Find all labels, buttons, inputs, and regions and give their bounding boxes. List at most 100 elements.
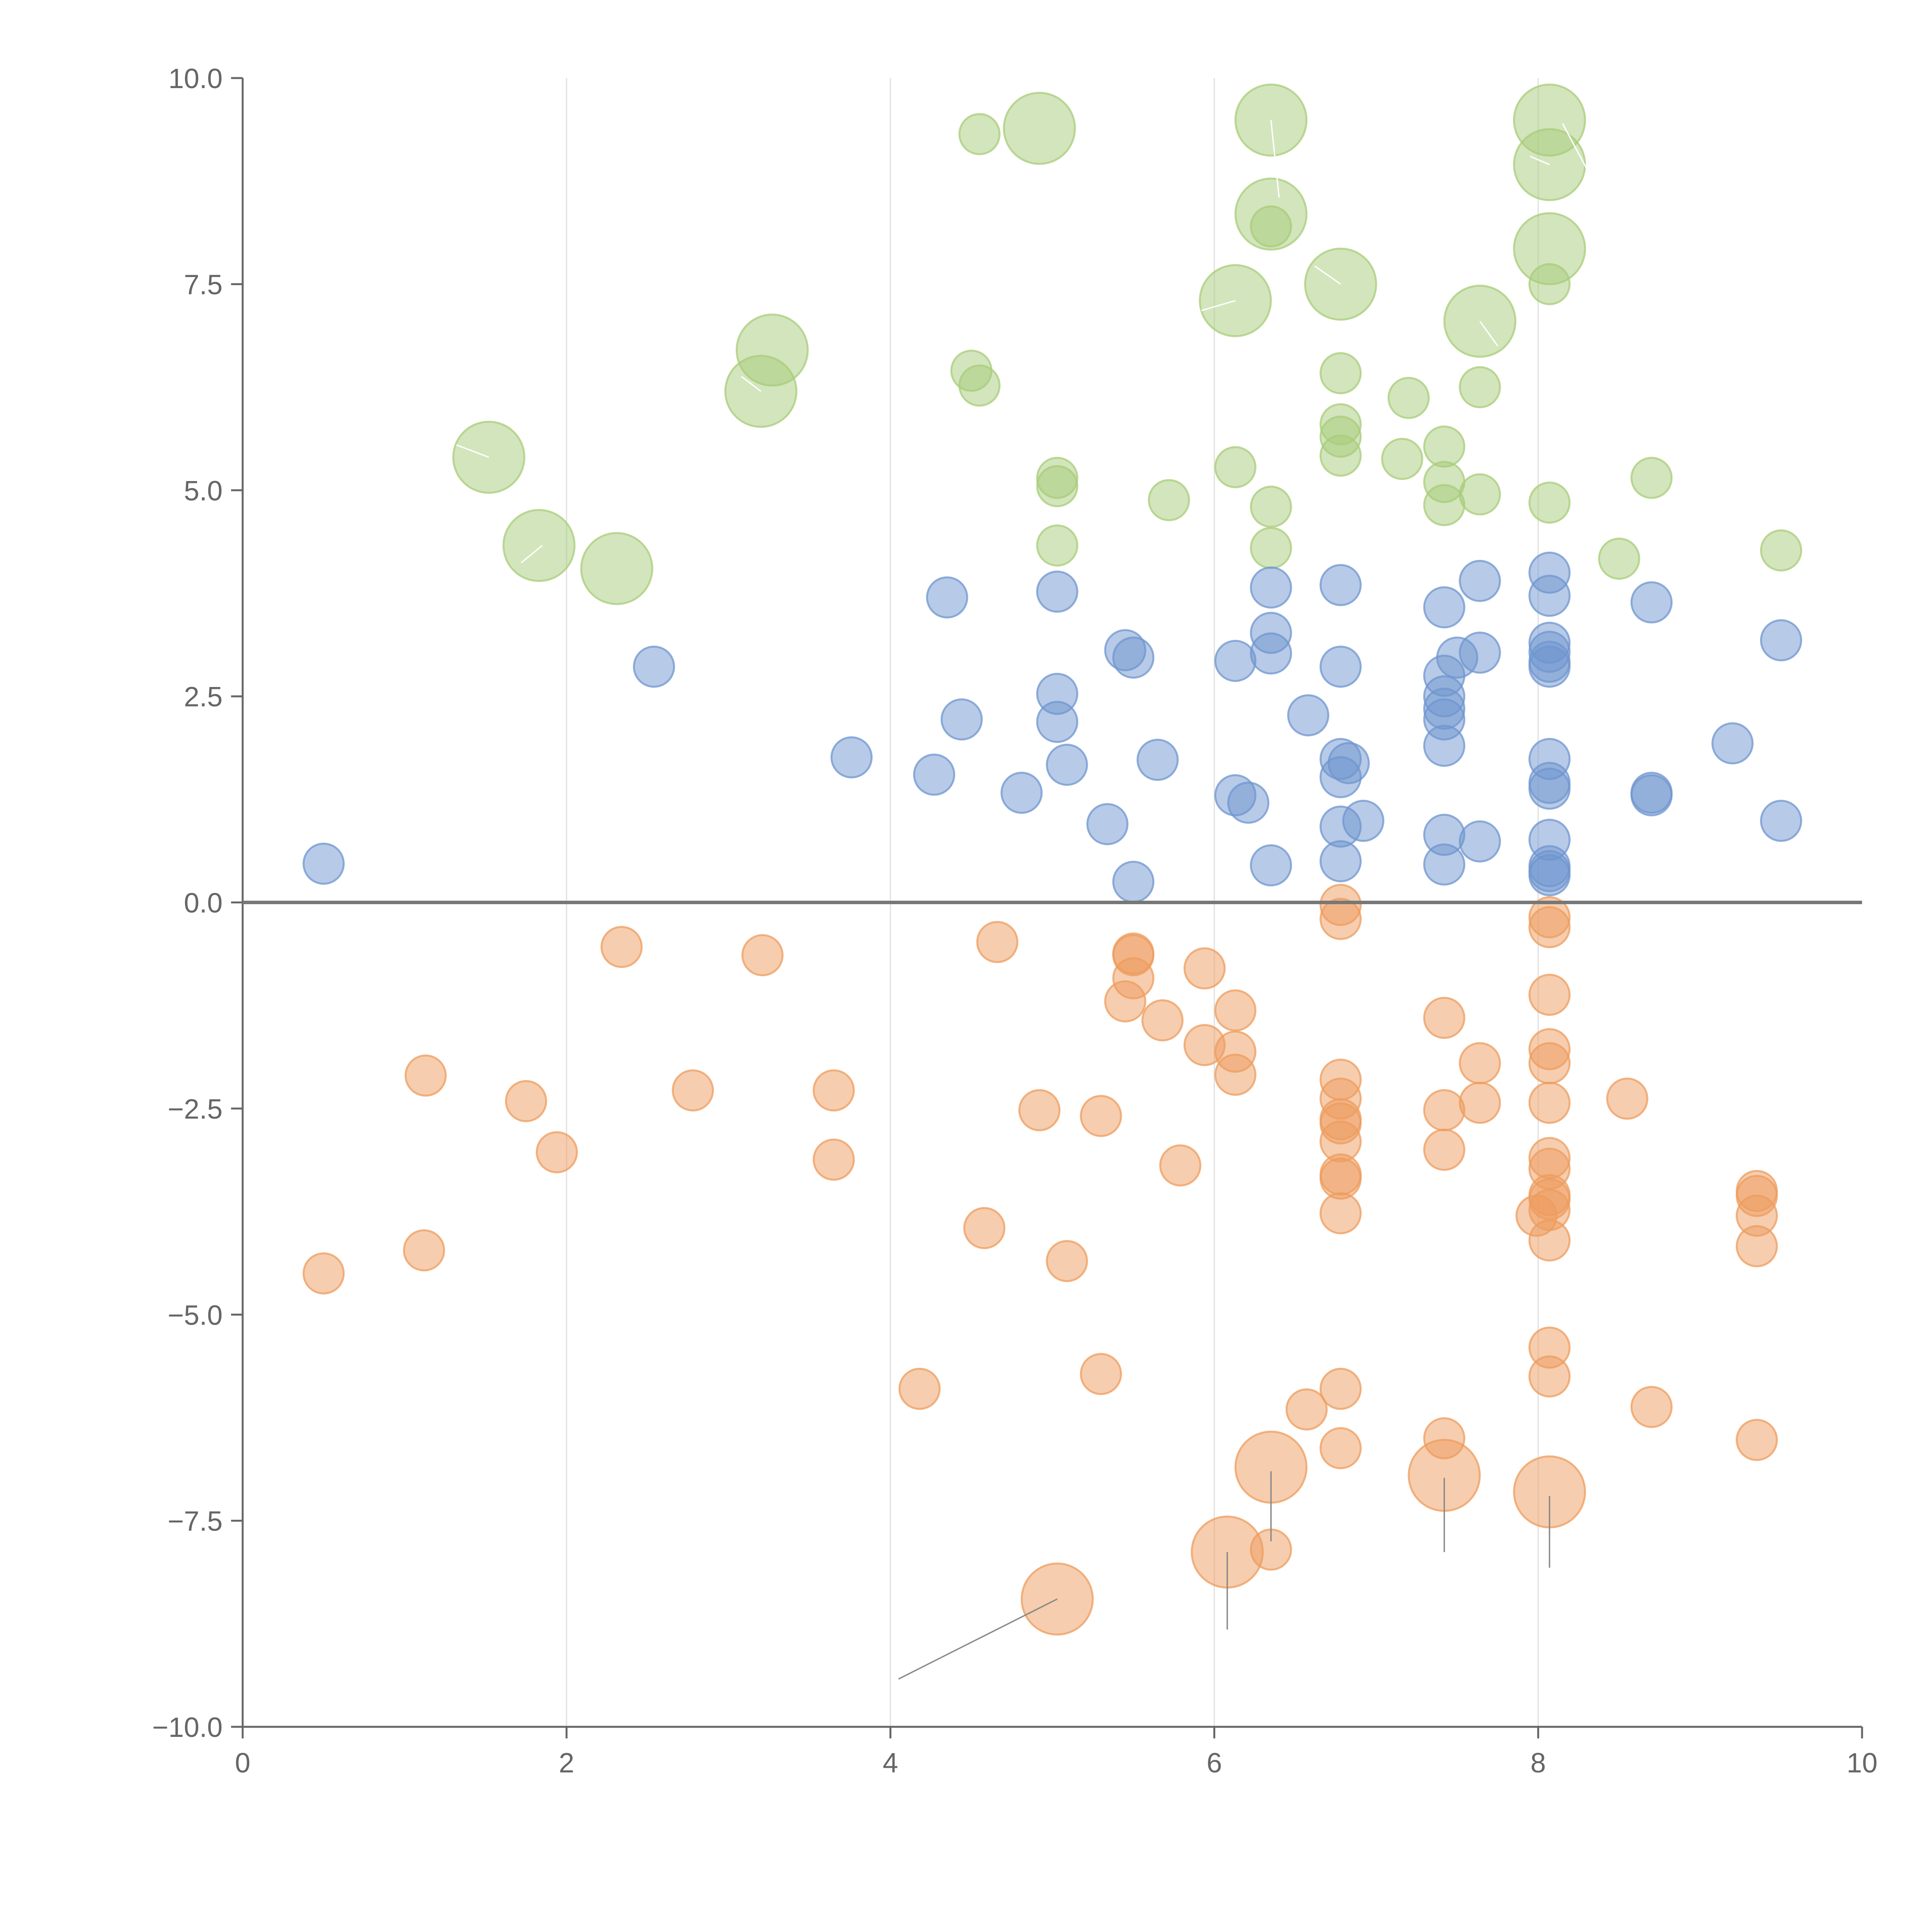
orange-bubble — [1606, 1077, 1648, 1120]
y-tick-label: 10.0 — [168, 63, 223, 94]
axes-layer: 10.0 7.5 5.0 2.5 0.0 −2.5 −5.0 −7.5 −10.0 0 2 4 6 8 10 — [152, 63, 1878, 1779]
y-tick-label: 7.5 — [184, 269, 223, 300]
orange-bubble — [1528, 1355, 1571, 1398]
blue-bubble — [830, 736, 873, 779]
orange-bubble — [672, 1069, 714, 1112]
blue-bubble — [1287, 694, 1330, 736]
blue-bubble — [1528, 645, 1571, 688]
x-tick-label: 6 — [1207, 1748, 1222, 1779]
orange-bubble — [1528, 906, 1571, 949]
green-bubble — [1630, 457, 1673, 499]
blue-bubble — [1319, 840, 1362, 883]
orange-bubble — [1459, 1042, 1501, 1085]
orange-bubble — [813, 1138, 855, 1181]
x-tick-label: 2 — [559, 1748, 574, 1779]
blue-bubble — [1423, 843, 1466, 886]
green-bubble — [1319, 352, 1362, 395]
orange-bubble — [898, 1367, 941, 1410]
orange-bubble — [1018, 1089, 1061, 1131]
blue-bubble — [1112, 636, 1155, 679]
y-tick-label: 2.5 — [184, 682, 223, 713]
blue-bubble — [1036, 570, 1078, 613]
bubble-layer — [303, 83, 1802, 1636]
blue-bubble — [1250, 632, 1292, 675]
green-bubble — [1036, 465, 1078, 507]
callout-leader-line — [520, 545, 543, 563]
callout-leader-line — [1270, 120, 1280, 198]
blue-bubble — [1319, 645, 1362, 688]
orange-bubble — [1528, 1219, 1571, 1262]
y-tick-label: −10.0 — [152, 1712, 223, 1743]
orange-bubble — [976, 921, 1019, 963]
blue-bubble — [1000, 772, 1043, 814]
orange-bubble — [505, 1080, 547, 1122]
green-bubble — [1528, 263, 1571, 305]
orange-bubble — [1046, 1240, 1088, 1282]
blue-bubble — [1423, 724, 1466, 767]
green-bubble — [1760, 529, 1802, 571]
y-tick-label: 0.0 — [184, 888, 223, 919]
blue-bubble — [940, 698, 983, 741]
green-bubble — [1423, 425, 1466, 468]
blue-bubble — [1250, 566, 1292, 609]
green-bubble — [1381, 438, 1423, 480]
orange-bubble — [1528, 1042, 1571, 1085]
orange-bubble — [1319, 1192, 1362, 1235]
orange-bubble — [1285, 1388, 1328, 1431]
y-tick-label: −7.5 — [168, 1506, 223, 1537]
x-tick-label: 4 — [883, 1748, 898, 1779]
orange-bubble — [1183, 947, 1226, 990]
green-bubble — [1214, 446, 1257, 488]
blue-bubble — [1250, 844, 1292, 886]
blue-bubble — [1630, 774, 1673, 816]
orange-bubble — [403, 1229, 445, 1272]
blue-bubble — [1036, 701, 1078, 743]
orange-bubble — [1528, 973, 1571, 1016]
callout-leader-line — [456, 444, 489, 458]
orange-bubble — [536, 1131, 578, 1173]
x-tick-label: 0 — [235, 1748, 250, 1779]
green-bubble — [724, 355, 798, 428]
blue-bubble — [1459, 560, 1501, 602]
blue-bubble — [1528, 575, 1571, 617]
orange-bubble — [1528, 1082, 1571, 1124]
blue-bubble — [1459, 820, 1501, 863]
blue-bubble — [1136, 738, 1179, 781]
blue-bubble — [1227, 781, 1270, 824]
blue-bubble — [1319, 756, 1362, 798]
orange-bubble — [1141, 999, 1184, 1042]
x-tick-label: 10 — [1847, 1748, 1878, 1779]
callout-leader-line — [741, 376, 762, 392]
blue-bubble — [1760, 799, 1802, 842]
green-bubble — [1250, 205, 1292, 248]
blue-bubble — [1528, 767, 1571, 810]
green-bubble — [1250, 527, 1292, 569]
green-bubble — [1459, 366, 1501, 408]
orange-bubble — [1214, 1053, 1257, 1096]
blue-bubble — [1086, 803, 1129, 845]
orange-bubble — [1159, 1144, 1202, 1187]
orange-bubble — [1319, 1367, 1362, 1410]
x-tick-label: 8 — [1531, 1748, 1546, 1779]
blue-bubble — [1630, 581, 1673, 624]
orange-bubble — [1080, 1095, 1122, 1137]
green-bubble — [1388, 377, 1430, 419]
blue-bubble — [1214, 639, 1257, 682]
orange-bubble — [741, 934, 784, 976]
blue-bubble — [303, 842, 345, 885]
green-bubble — [1036, 524, 1078, 567]
callout-leader-line — [1201, 300, 1236, 311]
blue-bubble — [1760, 619, 1802, 662]
orange-bubble — [1459, 1082, 1501, 1124]
blue-bubble — [1711, 722, 1754, 765]
callout-leader-line — [1314, 265, 1341, 285]
blue-bubble — [1319, 564, 1362, 606]
orange-bubble — [1736, 1419, 1778, 1461]
callout-leader-line — [1562, 123, 1588, 169]
orange-bubble — [1080, 1353, 1122, 1395]
orange-bubble — [813, 1069, 855, 1112]
green-bubble — [1003, 92, 1076, 165]
orange-bubble — [1423, 997, 1466, 1039]
green-bubble — [1459, 473, 1501, 515]
